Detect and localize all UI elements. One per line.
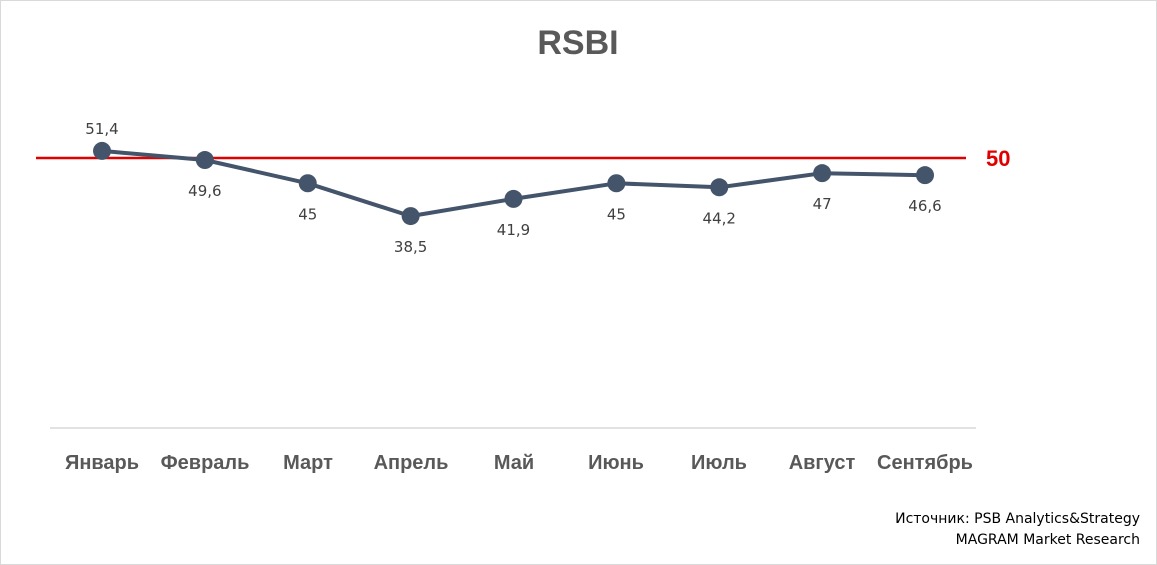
- x-tick-label: Сентябрь: [877, 452, 973, 474]
- x-tick-label: Февраль: [161, 452, 250, 474]
- data-labels: 51,4 49,6 45 38,5 41,9 45 44,2 47 46,6: [85, 120, 941, 256]
- x-tick-labels: Январь Февраль Март Апрель Май Июнь Июль Август…: [65, 452, 973, 474]
- data-point: [710, 178, 729, 197]
- data-label: 45: [607, 205, 626, 223]
- x-tick-label: Май: [494, 452, 534, 474]
- source-line-1: Источник: PSB Analytics&Strategy: [895, 511, 1140, 527]
- chart-title: RSBI: [537, 24, 618, 62]
- data-label: 44,2: [703, 209, 736, 227]
- data-label: 41,9: [497, 221, 530, 239]
- data-label: 45: [298, 205, 317, 223]
- data-label: 49,6: [188, 182, 221, 200]
- data-point: [93, 141, 111, 160]
- x-tick-label: Июнь: [588, 452, 644, 474]
- x-tick-label: Апрель: [374, 452, 449, 474]
- data-point: [195, 151, 214, 170]
- x-tick-label: Январь: [65, 452, 139, 474]
- data-point: [607, 174, 626, 193]
- x-tick-label: Июль: [691, 452, 747, 474]
- data-point: [916, 166, 934, 185]
- data-label: 51,4: [85, 120, 118, 138]
- data-label: 47: [813, 195, 832, 213]
- data-point: [401, 207, 420, 226]
- data-label: 46,6: [908, 197, 941, 215]
- x-tick-label: Август: [789, 452, 856, 474]
- data-point: [504, 189, 523, 208]
- data-points: [93, 141, 934, 226]
- x-tick-label: Март: [283, 452, 333, 474]
- data-point: [298, 174, 317, 193]
- data-label: 38,5: [394, 238, 427, 256]
- source-note: Источник: PSB Analytics&Strategy MAGRAM …: [895, 509, 1140, 551]
- source-line-2: MAGRAM Market Research: [955, 532, 1140, 548]
- reference-line-label: 50: [986, 146, 1010, 171]
- data-point: [813, 164, 832, 183]
